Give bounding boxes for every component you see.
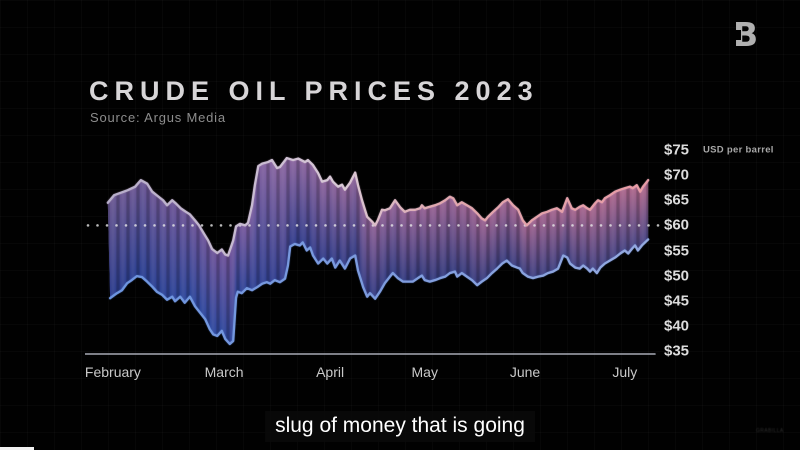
x-tick-label: February — [84, 364, 141, 380]
y-tick-label: $75 — [664, 141, 690, 159]
x-tick-label: March — [204, 364, 244, 380]
brand-logo: B — [733, 16, 767, 54]
x-tick-label: July — [612, 364, 638, 380]
video-progress-bar[interactable] — [0, 447, 34, 450]
y-tick-label: $60 — [664, 216, 690, 234]
y-tick-label: $65 — [664, 191, 690, 209]
x-tick-label: June — [509, 364, 541, 380]
brand-logo-notch — [734, 30, 741, 40]
y-tick-label: $40 — [664, 317, 690, 335]
y-tick-label: $45 — [664, 292, 690, 310]
subtitle-caption-text: slug of money that is going — [275, 414, 525, 437]
chart-source: Source: Argus Media — [90, 110, 226, 125]
price-band-chart — [85, 145, 660, 360]
x-tick-label: April — [316, 364, 345, 380]
watermark: GRABILLA — [756, 428, 784, 434]
y-tick-label: $50 — [664, 267, 690, 285]
x-tick-label: May — [411, 364, 438, 380]
y-tick-label: $70 — [664, 166, 690, 184]
subtitle-caption: slug of money that is going — [265, 411, 535, 442]
unit-label: USD per barrel — [703, 144, 774, 156]
y-tick-label: $35 — [664, 342, 690, 360]
chart-title: CRUDE OIL PRICES 2023 — [89, 76, 539, 106]
y-tick-label: $55 — [664, 242, 690, 259]
